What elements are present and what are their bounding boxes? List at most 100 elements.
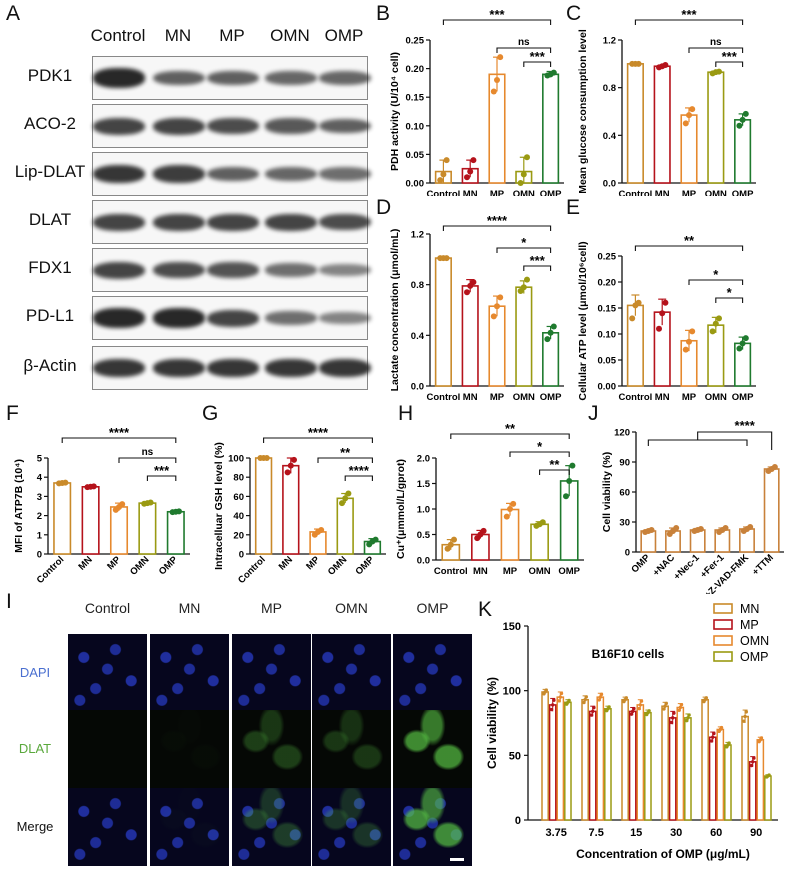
data-point xyxy=(722,525,729,531)
significance-bracket xyxy=(509,451,570,457)
blot-band xyxy=(265,71,317,85)
data-point xyxy=(339,500,345,507)
x-tick-label: Control xyxy=(427,392,461,402)
lane-label-omp: OMP xyxy=(324,26,364,45)
y-tick-label: 0 xyxy=(515,815,521,827)
data-point xyxy=(544,336,551,343)
data-point xyxy=(524,154,530,161)
y-tick-label: 0.8 xyxy=(411,280,424,291)
data-point xyxy=(444,545,451,552)
data-point xyxy=(569,462,576,469)
data-point xyxy=(589,713,594,717)
data-point xyxy=(517,180,524,186)
panel-letter-k: K xyxy=(478,598,493,621)
blot-band xyxy=(93,358,145,378)
panel-letter-b: B xyxy=(376,2,391,25)
chart-lactate-concentration: 0.0 0.4 0.8 1.2 Lactate concentration (μmol/… xyxy=(389,213,564,402)
bar-omp xyxy=(734,119,752,184)
x-tick-label: OMN xyxy=(513,392,535,402)
data-point xyxy=(629,712,634,716)
x-tick-label: OMP xyxy=(732,189,754,196)
fluorescence-image-dlat-mp xyxy=(232,710,311,788)
data-point xyxy=(759,736,764,740)
data-point xyxy=(679,702,684,707)
data-point xyxy=(771,464,778,470)
blot-band xyxy=(93,308,145,328)
bar-omn xyxy=(530,523,549,561)
image-column-label-control: Control xyxy=(84,600,131,616)
blot-band xyxy=(153,165,205,183)
significance-label: **** xyxy=(109,425,130,440)
data-point xyxy=(682,346,689,353)
bar-omn xyxy=(336,497,354,555)
data-point xyxy=(547,329,554,336)
bar-control xyxy=(626,63,644,184)
x-tick-label: OMN xyxy=(705,392,727,402)
data-point xyxy=(470,157,477,164)
panel-letter-i: I xyxy=(6,590,12,613)
lane-label-control: Control xyxy=(90,26,146,45)
x-tick-label: MP xyxy=(490,189,505,196)
legend-label-mn: MN xyxy=(740,602,759,616)
data-point xyxy=(451,536,457,543)
significance-label: ** xyxy=(505,421,516,436)
bar-mp-90 xyxy=(748,761,757,821)
data-point xyxy=(470,279,477,286)
blot-band xyxy=(207,70,259,86)
y-tick-label: 0.0 xyxy=(411,382,424,393)
x-tick-label: OMP xyxy=(629,552,653,576)
blot-band xyxy=(265,167,317,181)
bar-mn-7-5 xyxy=(581,698,589,821)
y-tick-label: 100 xyxy=(228,454,244,465)
significance-label: **** xyxy=(487,213,508,228)
x-tick-label: MN xyxy=(463,392,478,402)
x-tick-label: MP xyxy=(682,392,697,402)
data-point xyxy=(742,110,749,117)
data-point xyxy=(647,709,651,713)
significance-bracket xyxy=(688,279,744,285)
y-tick-label: 150 xyxy=(503,621,521,633)
data-point xyxy=(584,695,588,699)
x-tick-label: OMP xyxy=(540,189,562,196)
image-column-label-omn: OMN xyxy=(335,600,368,616)
bar-omn xyxy=(707,71,725,184)
data-point xyxy=(673,525,680,531)
x-tick-label: Control xyxy=(619,392,653,402)
data-point xyxy=(671,716,675,720)
panel-letter-g: G xyxy=(202,402,219,425)
data-point xyxy=(659,310,666,317)
significance-bracket xyxy=(688,47,744,53)
significance-bracket xyxy=(523,265,552,271)
fluorescence-image-dlat-omp xyxy=(393,710,472,788)
data-point xyxy=(520,171,527,178)
data-point xyxy=(685,718,689,723)
x-axis-label: Concentration of OMP (μg/mL) xyxy=(576,847,750,861)
legend-label-omp: OMP xyxy=(740,650,768,664)
x-tick-label: OMN xyxy=(128,554,152,578)
y-tick-label: 60 xyxy=(619,488,630,499)
panel-letter-e: E xyxy=(566,196,581,219)
chart-cellular-atp: 0.00 0.05 0.10 0.15 0.20 0.25 Cellular ATP lev… xyxy=(577,233,756,402)
bar-omn-3-75 xyxy=(556,696,565,821)
data-point xyxy=(437,177,444,184)
bar--ttm xyxy=(763,468,780,553)
band-label--actin: β-Actin xyxy=(23,356,77,375)
fluorescence-image-dapi-mn xyxy=(150,634,229,712)
lane-label-omn: OMN xyxy=(270,26,310,45)
y-tick-label: 2 xyxy=(37,511,42,522)
data-point xyxy=(629,315,636,322)
x-tick-label: 15 xyxy=(630,827,642,839)
image-column-label-omp: OMP xyxy=(416,600,449,616)
data-point xyxy=(539,519,546,526)
significance-bracket xyxy=(647,439,748,446)
data-point xyxy=(686,112,692,119)
data-point xyxy=(672,711,676,715)
x-tick-label: MN xyxy=(76,554,94,572)
bar-control xyxy=(434,257,452,387)
data-point xyxy=(494,77,500,84)
bar-mp-15 xyxy=(628,710,637,821)
data-point xyxy=(510,500,517,507)
chart-glucose-consumption: 0.0 0.4 0.8 1.2 Mean glucose consumption lev… xyxy=(577,7,756,196)
chart-copper-level: 0.0 0.5 1.0 1.5 2.0 Cu⁺(μmmol/L/gprot) Control… xyxy=(395,421,584,577)
significance-bracket xyxy=(344,475,373,481)
